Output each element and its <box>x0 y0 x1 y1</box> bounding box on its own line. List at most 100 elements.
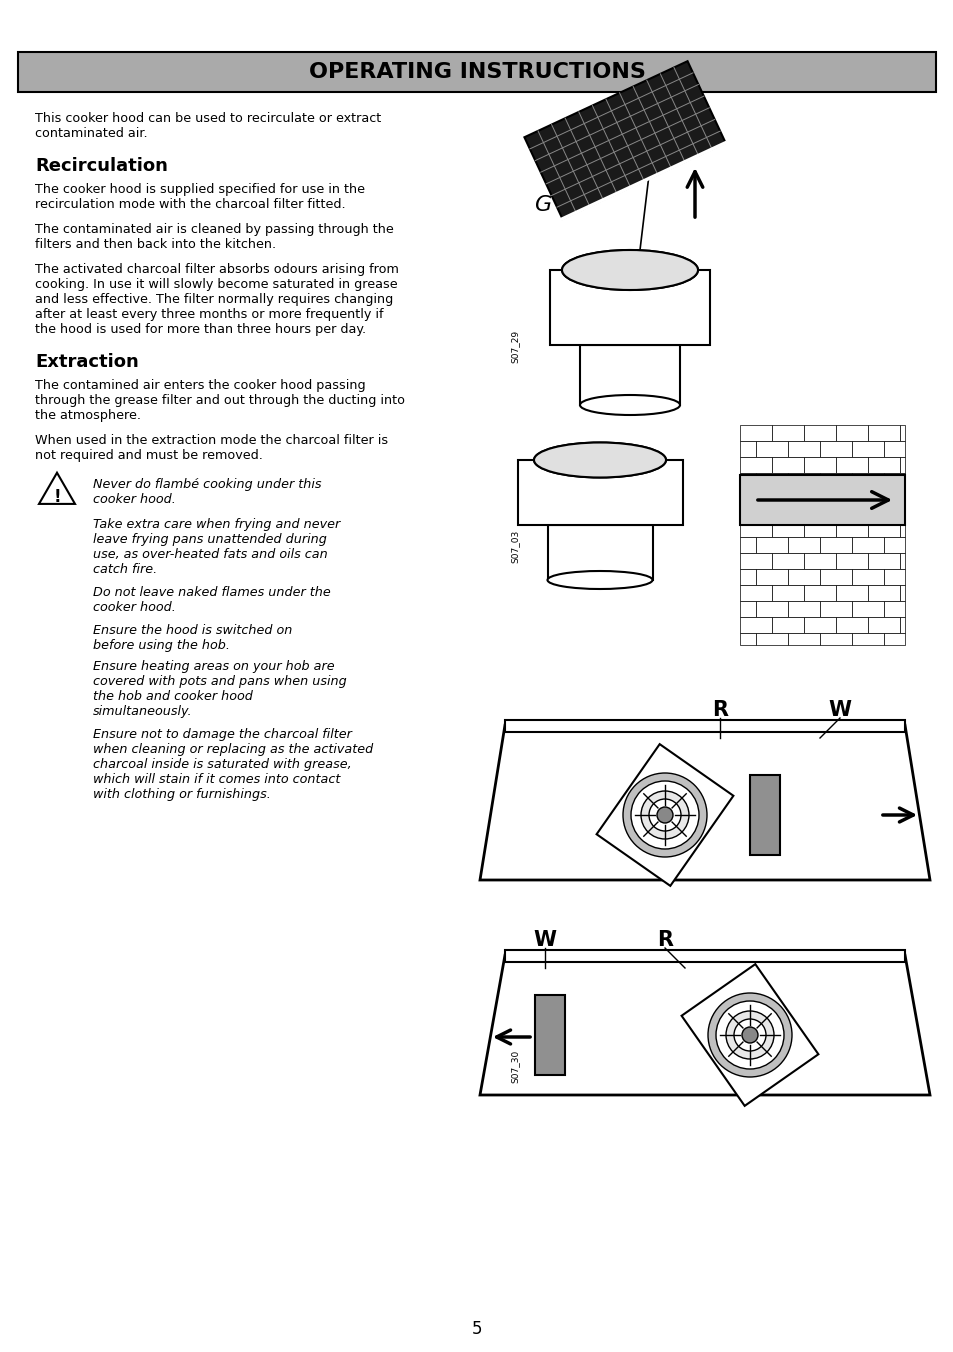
Bar <box>755 569 787 585</box>
Ellipse shape <box>534 442 665 477</box>
Circle shape <box>630 781 699 849</box>
Bar <box>899 489 904 506</box>
Bar <box>835 553 867 569</box>
Bar <box>755 633 787 645</box>
Bar <box>504 950 904 963</box>
Text: W: W <box>827 700 851 721</box>
Ellipse shape <box>579 395 679 415</box>
Bar <box>755 602 787 617</box>
Bar <box>740 441 755 457</box>
Polygon shape <box>680 964 818 1106</box>
Bar <box>787 633 820 645</box>
Text: The activated charcoal filter absorbs odours arising from
cooking. In use it wil: The activated charcoal filter absorbs od… <box>35 264 398 337</box>
Bar <box>771 457 803 473</box>
Text: The cooker hood is supplied specified for use in the
recirculation mode with the: The cooker hood is supplied specified fo… <box>35 183 365 211</box>
Bar <box>820 602 851 617</box>
Bar <box>851 633 883 645</box>
Bar <box>867 617 899 633</box>
Bar <box>740 617 771 633</box>
Bar <box>547 525 652 580</box>
Bar <box>740 569 755 585</box>
Bar <box>740 475 904 525</box>
Bar <box>851 537 883 553</box>
Bar <box>517 460 682 525</box>
Bar <box>883 506 904 521</box>
Ellipse shape <box>561 250 698 289</box>
Bar <box>771 425 803 441</box>
Bar <box>740 489 771 506</box>
Bar <box>899 425 904 441</box>
Bar <box>755 537 787 553</box>
Bar <box>899 585 904 602</box>
Bar <box>899 617 904 633</box>
Bar <box>803 425 835 441</box>
Bar <box>749 775 780 854</box>
Circle shape <box>716 1000 783 1069</box>
Bar <box>787 473 820 489</box>
Ellipse shape <box>534 442 665 477</box>
Bar <box>787 602 820 617</box>
Bar <box>883 569 904 585</box>
Bar <box>867 425 899 441</box>
Bar <box>883 602 904 617</box>
Bar <box>740 537 755 553</box>
Bar <box>803 585 835 602</box>
Bar <box>835 457 867 473</box>
Bar <box>820 633 851 645</box>
Circle shape <box>640 791 688 840</box>
Text: S07_30: S07_30 <box>510 1051 518 1083</box>
Bar <box>851 506 883 521</box>
Bar <box>771 585 803 602</box>
Bar <box>740 473 755 489</box>
Bar <box>899 521 904 537</box>
Bar <box>803 553 835 569</box>
Bar <box>740 506 755 521</box>
Bar <box>579 345 679 406</box>
Bar <box>867 553 899 569</box>
Circle shape <box>725 1011 773 1059</box>
Polygon shape <box>479 725 929 880</box>
Bar <box>771 617 803 633</box>
Text: Extraction: Extraction <box>35 353 138 370</box>
Text: When used in the extraction mode the charcoal filter is
not required and must be: When used in the extraction mode the cha… <box>35 434 388 462</box>
Bar <box>740 633 755 645</box>
Bar <box>755 506 787 521</box>
Text: OPERATING INSTRUCTIONS: OPERATING INSTRUCTIONS <box>308 62 645 82</box>
Bar <box>851 569 883 585</box>
Bar <box>740 553 771 569</box>
Bar <box>835 489 867 506</box>
Bar <box>835 521 867 537</box>
Polygon shape <box>596 744 733 886</box>
Bar <box>755 473 787 489</box>
Bar <box>820 506 851 521</box>
Bar <box>835 617 867 633</box>
Text: R: R <box>657 930 672 950</box>
Bar <box>835 585 867 602</box>
Bar <box>883 633 904 645</box>
Bar <box>740 602 755 617</box>
Bar <box>835 425 867 441</box>
Circle shape <box>657 807 672 823</box>
Bar <box>787 569 820 585</box>
Bar <box>803 457 835 473</box>
Text: W: W <box>533 930 556 950</box>
Circle shape <box>733 1019 765 1051</box>
Bar <box>787 506 820 521</box>
Bar <box>771 489 803 506</box>
Text: Do not leave naked flames under the
cooker hood.: Do not leave naked flames under the cook… <box>92 585 331 614</box>
Text: Ensure heating areas on your hob are
covered with pots and pans when using
the h: Ensure heating areas on your hob are cov… <box>92 660 346 718</box>
Circle shape <box>741 1028 758 1042</box>
Bar <box>740 521 771 537</box>
Bar <box>803 489 835 506</box>
Bar <box>867 585 899 602</box>
Bar <box>883 473 904 489</box>
Text: 5: 5 <box>471 1320 482 1338</box>
Bar <box>18 51 935 92</box>
Text: Never do flambé cooking under this
cooker hood.: Never do flambé cooking under this cooke… <box>92 479 321 506</box>
Bar <box>755 441 787 457</box>
Text: Take extra care when frying and never
leave frying pans unattended during
use, a: Take extra care when frying and never le… <box>92 518 340 576</box>
Bar <box>820 569 851 585</box>
Bar <box>740 425 771 441</box>
Bar <box>867 457 899 473</box>
Bar <box>771 521 803 537</box>
